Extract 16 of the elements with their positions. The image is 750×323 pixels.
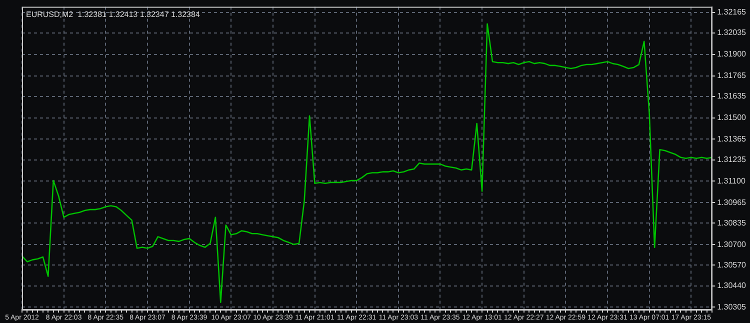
y-tick-label: 1.31765 xyxy=(717,70,747,80)
chart-title: EURUSD,M2 1.32381 1.32413 1.32347 1.32384 xyxy=(26,10,200,20)
y-tick-label: 1.31365 xyxy=(717,134,747,144)
y-tick-label: 1.30305 xyxy=(717,302,747,312)
y-tick-label: 1.30700 xyxy=(717,240,747,249)
y-tick-label: 1.31635 xyxy=(717,92,747,101)
y-tick-label: 1.31235 xyxy=(717,154,747,164)
y-tick-label: 1.30440 xyxy=(717,281,747,290)
y-tick-label: 1.31900 xyxy=(717,50,747,59)
y-tick-label: 1.32035 xyxy=(717,28,747,38)
y-tick-label: 1.30835 xyxy=(717,218,747,228)
y-tick-label: 1.30570 xyxy=(717,260,747,270)
y-tick-label: 1.31100 xyxy=(717,176,746,186)
y-tick-label: 1.32165 xyxy=(717,8,747,17)
y-tick-label: 1.31500 xyxy=(717,112,747,122)
y-tick-label: 1.30965 xyxy=(717,198,747,207)
